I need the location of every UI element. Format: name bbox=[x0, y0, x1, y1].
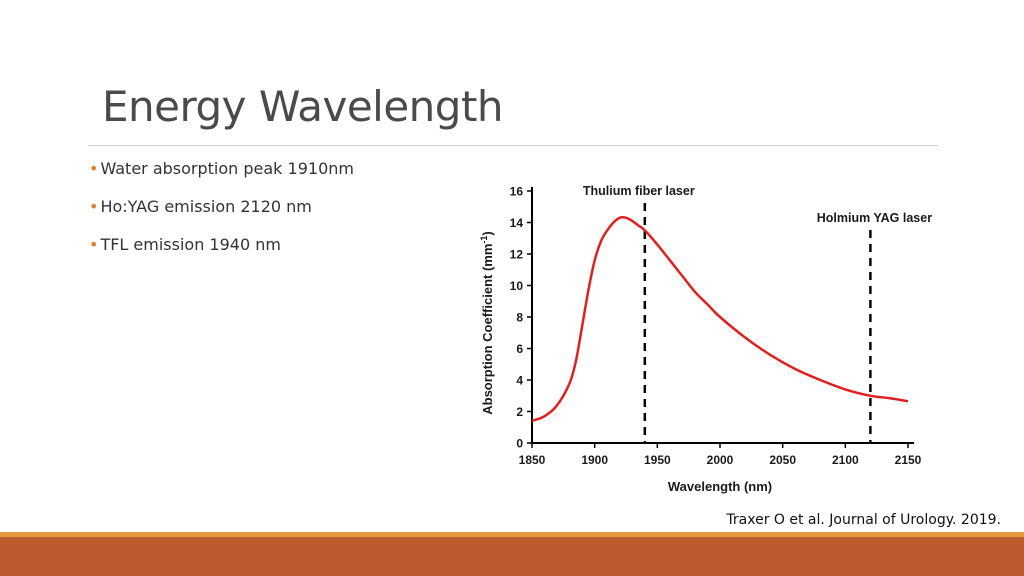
x-tick-label: 2050 bbox=[769, 453, 796, 467]
y-axis-label-main: Absorption Coefficient (mm bbox=[480, 244, 495, 415]
y-tick-label: 12 bbox=[510, 248, 524, 262]
bullet-item: • TFL emission 1940 nm bbox=[89, 234, 354, 272]
y-axis-label: Absorption Coefficient (mm-1) bbox=[479, 231, 495, 415]
footer-accent-line bbox=[0, 532, 1024, 537]
x-tick-label: 1900 bbox=[581, 453, 608, 467]
annotation-label: Holmium YAG laser bbox=[817, 211, 932, 225]
bullet-marker: • bbox=[89, 159, 99, 178]
chart-series bbox=[531, 216, 909, 423]
title-divider bbox=[88, 145, 938, 146]
bullet-item: • Water absorption peak 1910nm bbox=[89, 158, 354, 196]
y-axis-label-superscript: -1 bbox=[479, 236, 489, 244]
absorption-chart: Thulium fiber laser Holmium YAG laser 0 2 4… bbox=[479, 184, 932, 494]
citation: Traxer O et al. Journal of Urology. 2019… bbox=[726, 512, 1001, 528]
y-tick-label: 10 bbox=[510, 279, 524, 293]
bullet-text: Ho:YAG emission 2120 nm bbox=[100, 197, 312, 216]
y-tick-label: 8 bbox=[516, 311, 523, 325]
bullet-marker: • bbox=[89, 197, 99, 216]
bullet-item: • Ho:YAG emission 2120 nm bbox=[89, 196, 354, 234]
y-tick-label: 6 bbox=[516, 342, 523, 356]
x-tick-label: 2000 bbox=[707, 453, 734, 467]
bullet-text: TFL emission 1940 nm bbox=[100, 235, 281, 254]
bullet-text: Water absorption peak 1910nm bbox=[100, 159, 354, 178]
chart-ticks: 0 2 4 6 8 10 12 14 16 1850 1900 1950 2000 2050 2100 215… bbox=[510, 185, 922, 468]
absorption-curve bbox=[531, 216, 909, 423]
chart-axes bbox=[531, 187, 914, 444]
y-axis-label-suffix: ) bbox=[480, 231, 495, 235]
footer-bar bbox=[0, 537, 1024, 576]
x-axis-label: Wavelength (nm) bbox=[668, 479, 772, 494]
y-tick-label: 16 bbox=[510, 185, 524, 199]
y-tick-label: 14 bbox=[510, 216, 524, 230]
slide-title: Energy Wavelength bbox=[102, 82, 504, 131]
y-tick-label: 4 bbox=[516, 374, 523, 388]
x-tick-label: 2150 bbox=[895, 453, 922, 467]
y-tick-label: 2 bbox=[516, 405, 523, 419]
x-tick-label: 1850 bbox=[519, 453, 546, 467]
bullet-marker: • bbox=[89, 235, 99, 254]
annotation-label: Thulium fiber laser bbox=[583, 184, 695, 198]
y-tick-label: 0 bbox=[516, 437, 523, 451]
chart-annotations: Thulium fiber laser Holmium YAG laser bbox=[583, 184, 932, 443]
x-tick-label: 1950 bbox=[644, 453, 671, 467]
bullet-list: • Water absorption peak 1910nm • Ho:YAG em… bbox=[89, 158, 354, 272]
x-tick-label: 2100 bbox=[832, 453, 859, 467]
